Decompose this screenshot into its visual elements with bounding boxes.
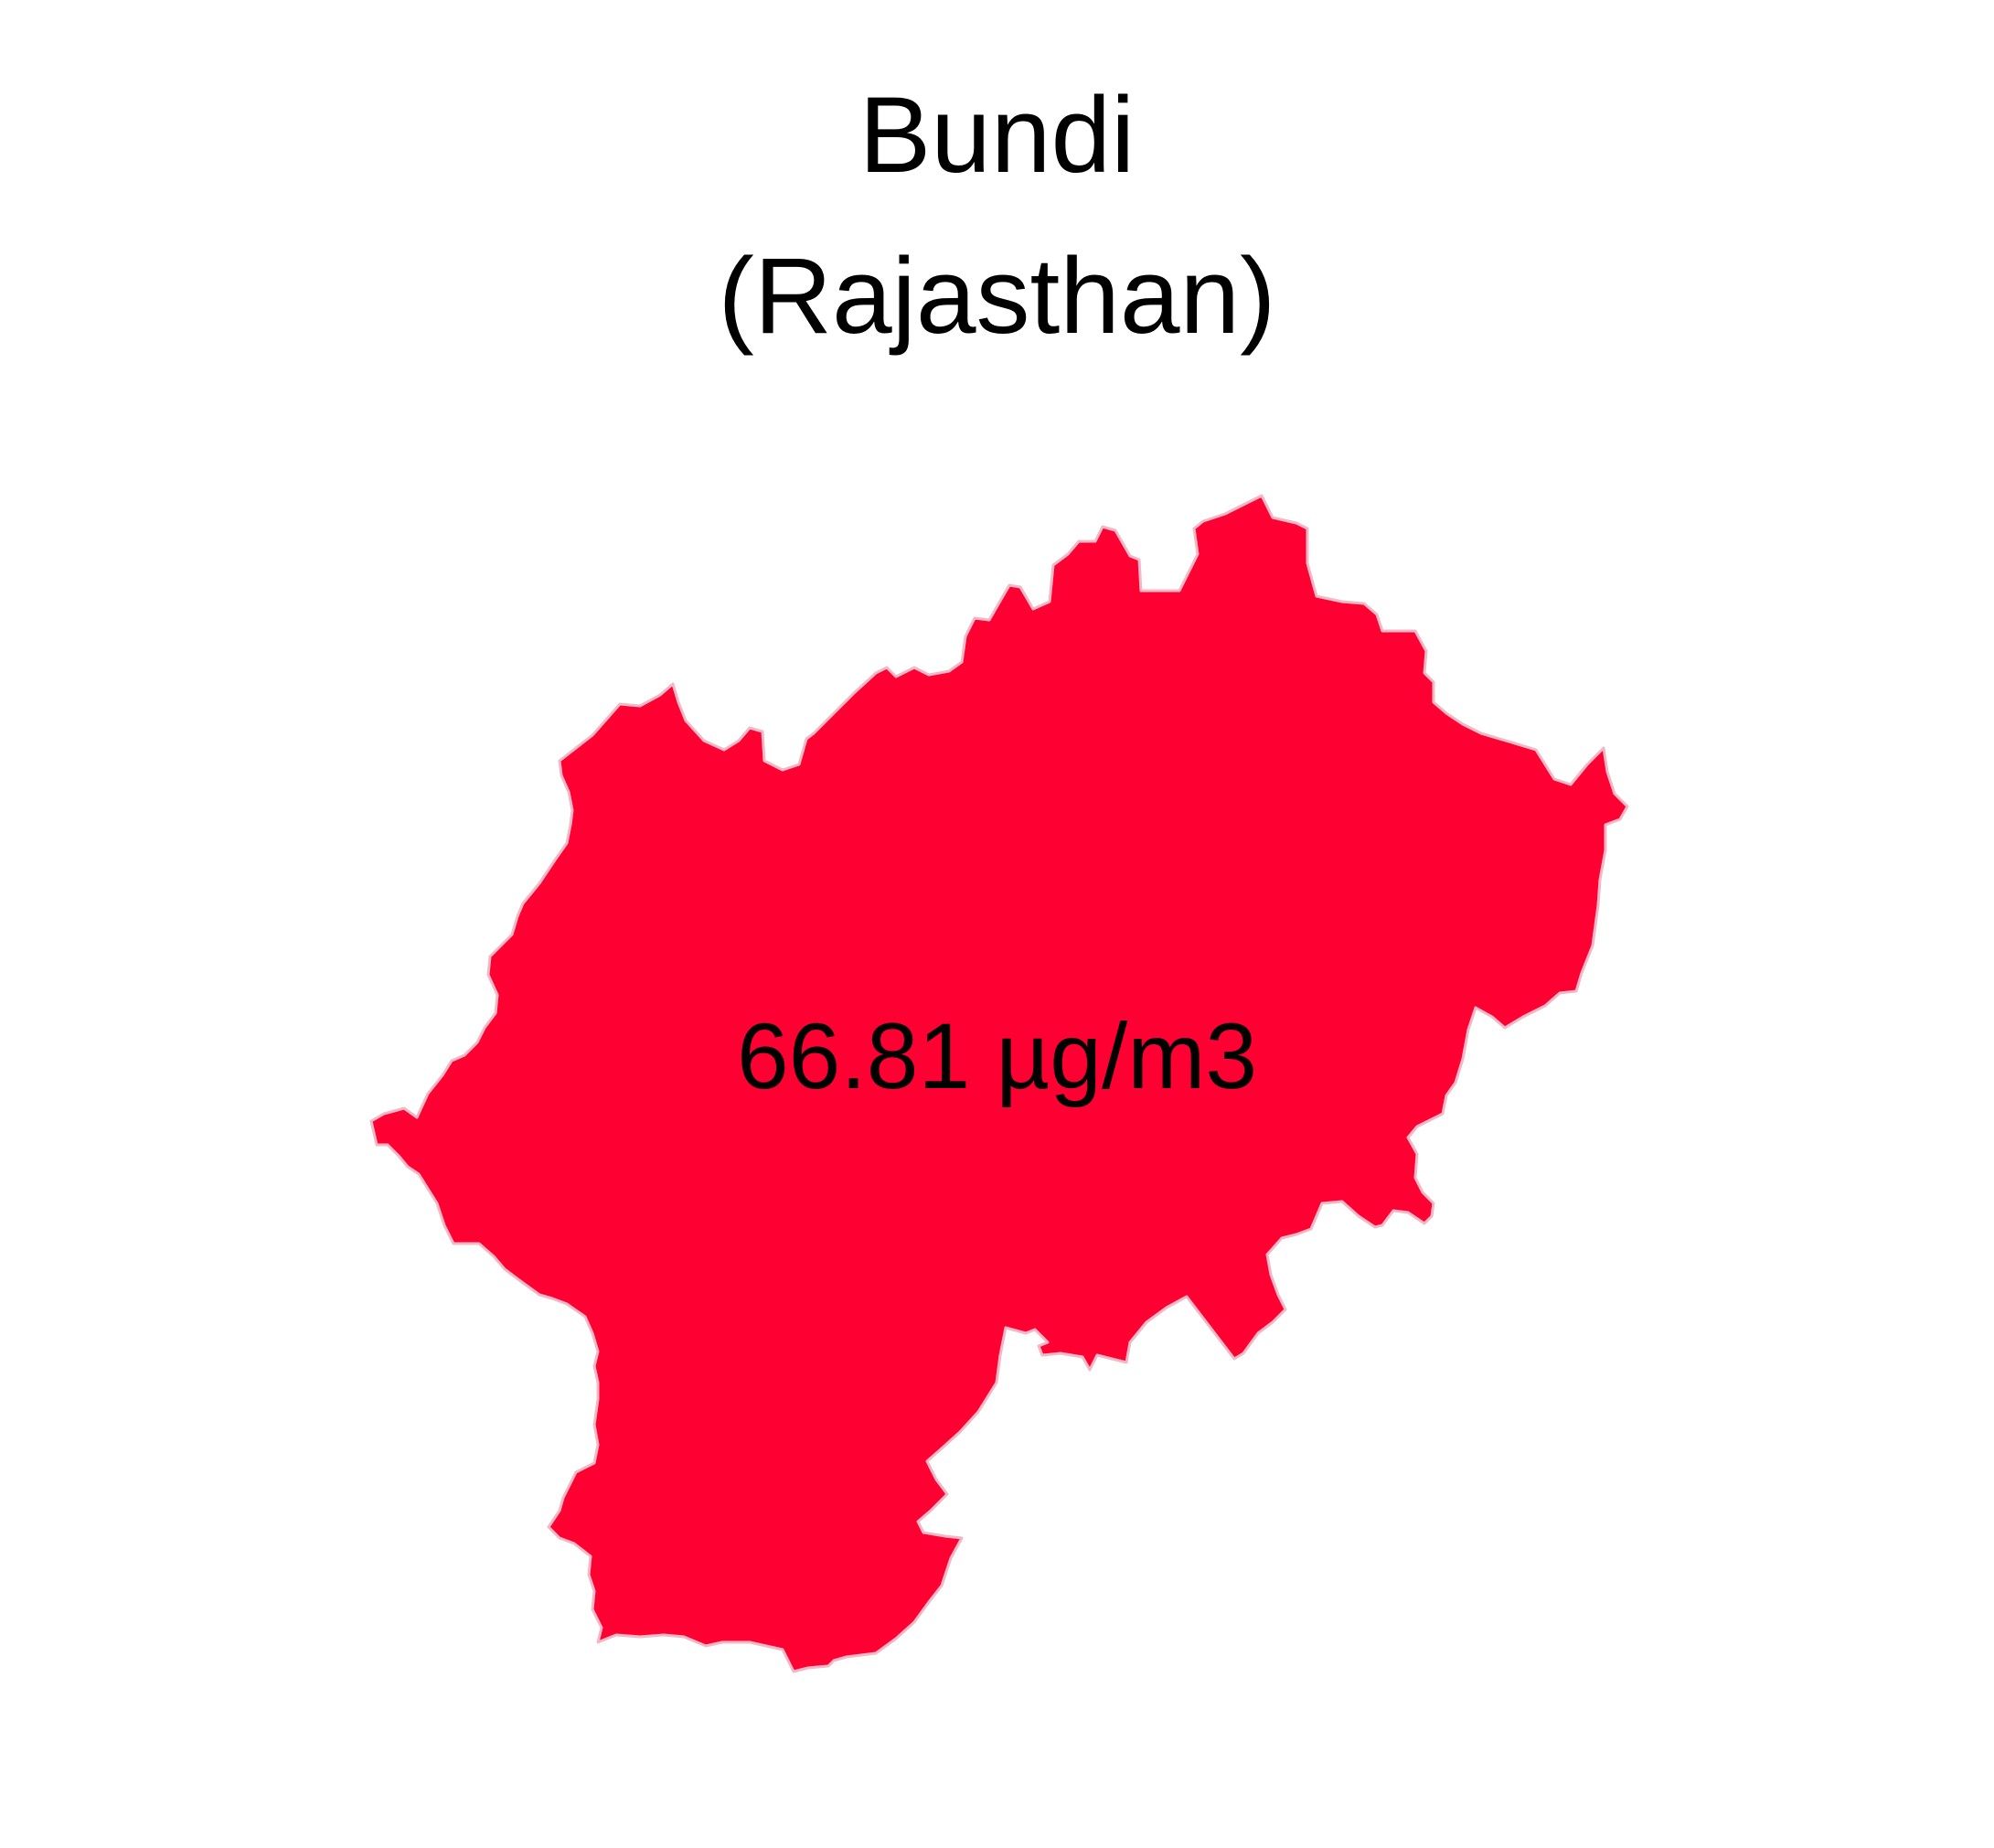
pollution-value-label: 66.81 µg/m3 — [736, 1004, 1258, 1108]
state-name: (Rajasthan) — [718, 236, 1276, 357]
map-title: Bundi (Rajasthan) — [0, 55, 1994, 377]
district-name: Bundi — [858, 75, 1136, 196]
district-shape — [369, 494, 1629, 1673]
